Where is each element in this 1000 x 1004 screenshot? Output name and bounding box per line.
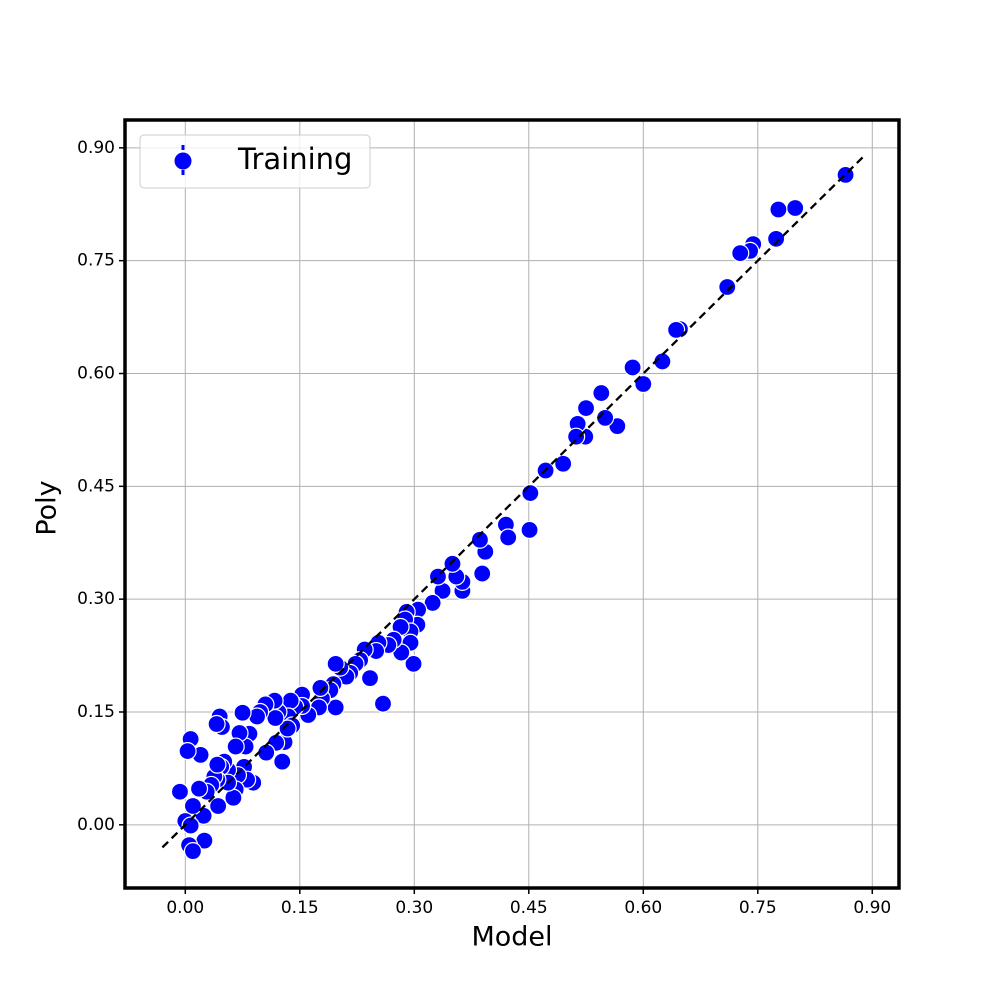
y-tick-label: 0.60	[77, 363, 115, 383]
scatter-point	[592, 383, 611, 403]
scatter-point	[170, 782, 190, 801]
y-axis-label: Poly	[32, 480, 63, 535]
scatter-point	[576, 398, 596, 418]
reference-line	[161, 154, 866, 849]
legend: Training	[139, 134, 371, 189]
scatter-point	[183, 796, 203, 816]
y-tick-label: 0.75	[77, 251, 115, 271]
scatter-point	[181, 816, 200, 835]
legend-box	[139, 134, 371, 189]
scatter-point	[273, 752, 292, 771]
scatter-point	[208, 755, 227, 774]
scatter-point	[209, 796, 228, 816]
scatter-point	[634, 374, 653, 394]
scatter-point	[567, 427, 586, 446]
x-tick-label: 0.30	[395, 898, 433, 918]
scatter-point	[596, 408, 615, 427]
scatter-point	[718, 277, 737, 297]
scatter-point	[207, 714, 226, 734]
scatter-point	[373, 694, 393, 713]
scatter-point	[178, 741, 197, 761]
scatter-point	[404, 654, 423, 673]
legend-marker	[174, 152, 192, 170]
scatter-point	[311, 678, 330, 698]
legend-label: Training	[237, 142, 352, 176]
scatter-point	[623, 358, 642, 377]
x-tick-label: 0.00	[166, 898, 204, 918]
y-tick-label: 0.45	[77, 476, 115, 496]
scatter-point	[769, 200, 788, 219]
scatter-point	[731, 244, 750, 263]
scatter-point	[554, 454, 573, 473]
scatter-point	[189, 779, 209, 798]
scatter-point	[443, 554, 462, 573]
y-tick-label: 0.90	[77, 138, 115, 158]
scatter-point	[520, 520, 539, 540]
y-tick-label: 0.30	[77, 589, 115, 609]
scatter-point	[224, 788, 243, 807]
scatter-point	[499, 528, 518, 547]
x-tick-label: 0.75	[739, 898, 777, 918]
scatter-point	[278, 719, 297, 738]
scatter-point	[786, 198, 805, 218]
scatter-point	[326, 654, 345, 673]
x-tick-label: 0.60	[624, 898, 662, 918]
plot-frame	[123, 118, 901, 890]
y-tick-label: 0.15	[77, 702, 115, 722]
scatter-point	[233, 703, 252, 722]
x-tick-label: 0.90	[853, 898, 891, 918]
y-tick-label: 0.00	[77, 815, 115, 835]
x-tick-label: 0.15	[281, 898, 319, 918]
x-axis-label: Model	[471, 922, 552, 953]
scatter-point	[667, 320, 686, 339]
scatter-point	[521, 483, 540, 503]
scatter-point	[470, 530, 490, 549]
scatter-point	[183, 842, 203, 861]
scatter-point	[360, 669, 380, 688]
x-tick-label: 0.45	[510, 898, 548, 918]
scatter-point	[226, 737, 245, 756]
scatter-point	[767, 229, 786, 248]
scatter-point	[473, 564, 492, 583]
